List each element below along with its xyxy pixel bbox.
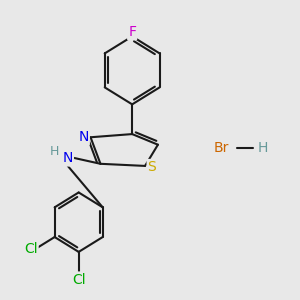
Text: H: H (258, 141, 268, 155)
Text: Br: Br (214, 141, 229, 155)
Text: S: S (148, 160, 156, 174)
Text: N: N (78, 130, 89, 144)
Text: Cl: Cl (72, 272, 86, 286)
Text: H: H (50, 145, 60, 158)
Text: F: F (128, 25, 136, 39)
Text: N: N (63, 152, 73, 166)
Text: Cl: Cl (24, 242, 38, 256)
